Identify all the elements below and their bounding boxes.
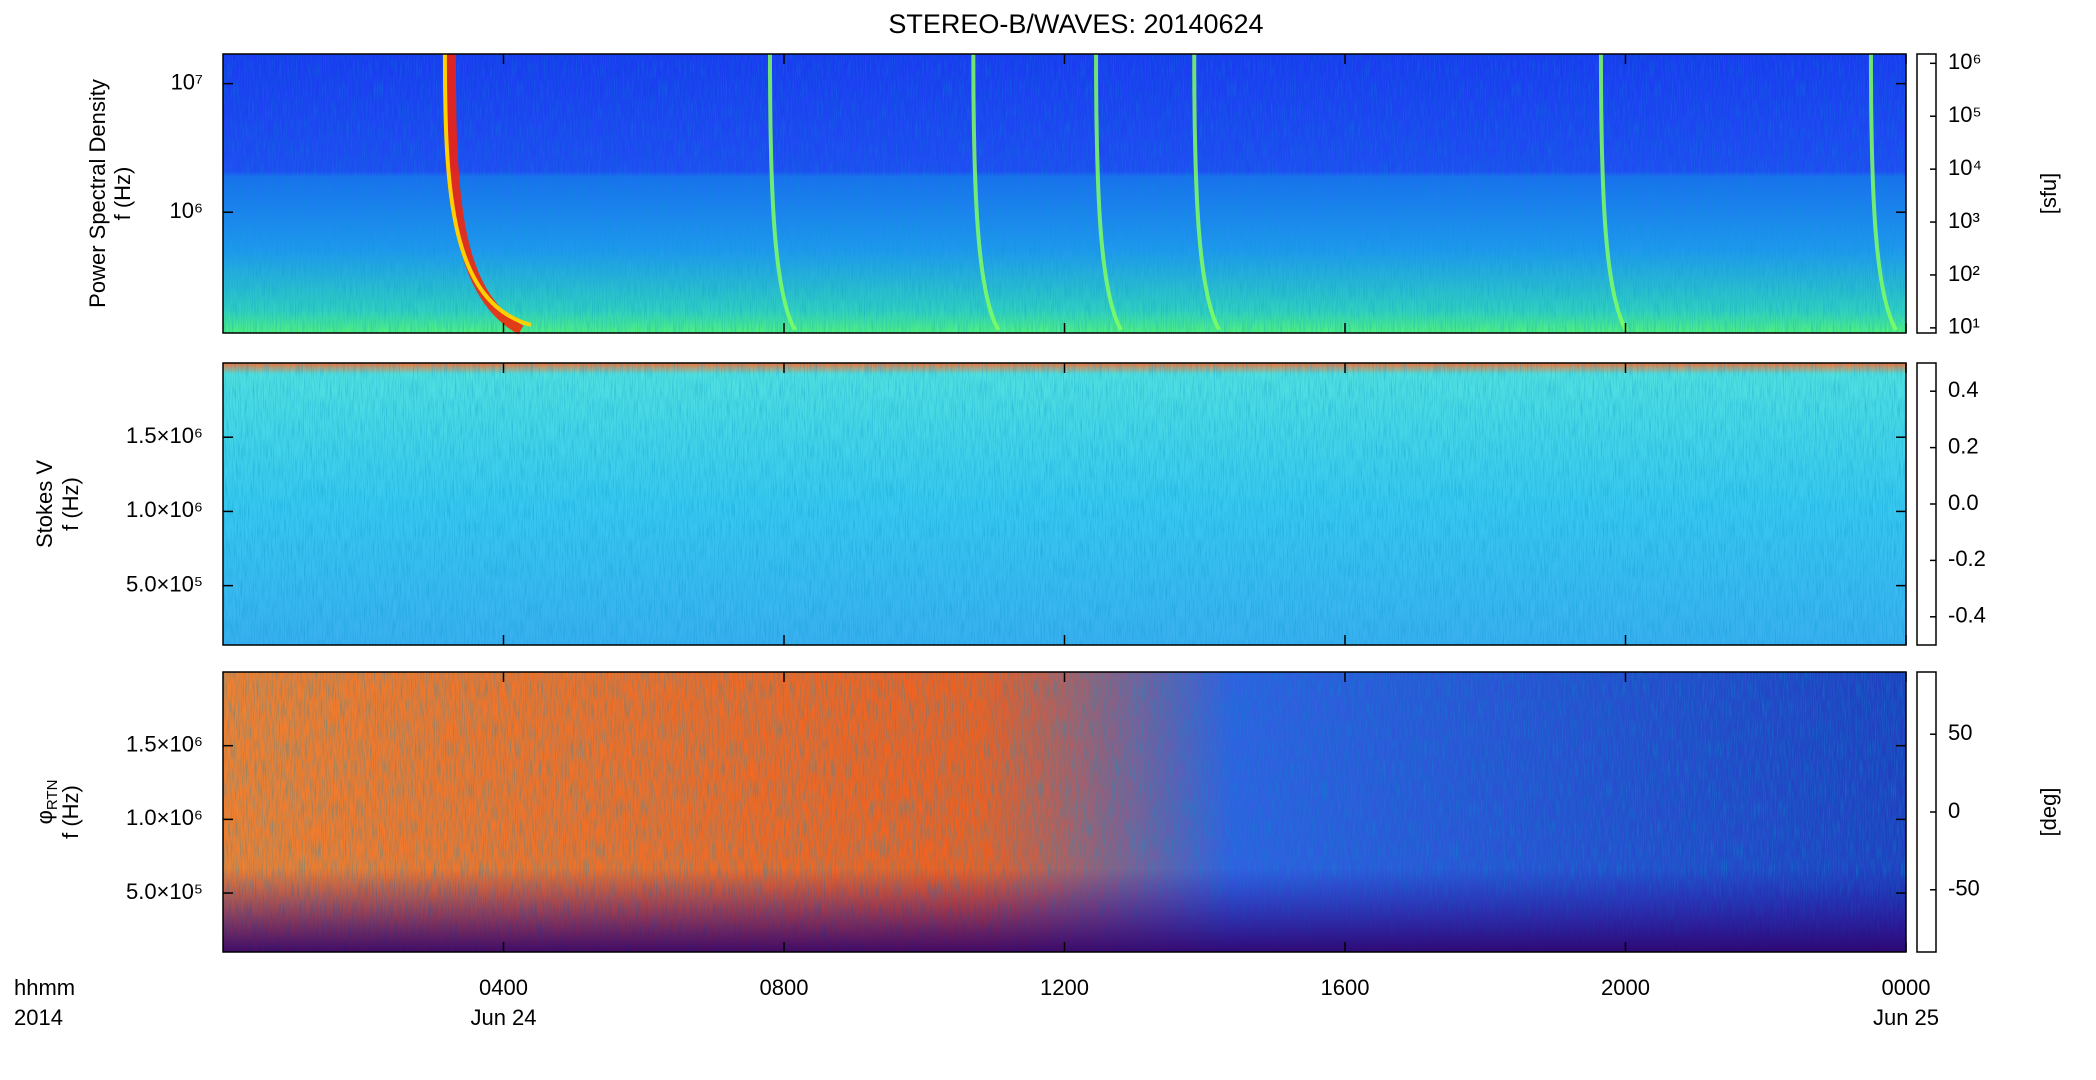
chart-title: STEREO-B/WAVES: 20140624 — [888, 9, 1263, 39]
x-tick-label: 1200 — [1040, 975, 1089, 1000]
burst — [1868, 53, 1898, 331]
colorbar-tick-label: 10⁶ — [1948, 49, 1982, 74]
colorbar-tick-label: 10² — [1948, 261, 1980, 286]
y-axis-symbol: φ — [32, 810, 57, 824]
x-axis-label: hhmm — [14, 975, 75, 1000]
colorbar-tick-label: 10⁵ — [1948, 102, 1982, 127]
colorbar-tick-label: 50 — [1948, 720, 1972, 745]
y-tick-label: 1.5×10⁶ — [126, 423, 203, 448]
y-axis-label: Power Spectral Density — [85, 79, 110, 308]
colorbar-tick-label: 10⁴ — [1948, 155, 1982, 180]
colorbar-tick-label: 0 — [1948, 798, 1960, 823]
colorbar — [1916, 53, 1937, 334]
colorbar-tick-label: 0.2 — [1948, 433, 1979, 458]
y-tick-label: 1.0×10⁶ — [126, 805, 203, 830]
x-tick-label: 1600 — [1321, 975, 1370, 1000]
burst — [971, 53, 1001, 331]
y-tick-label: 5.0×10⁵ — [126, 571, 203, 596]
colorbar-tick-label: 0.0 — [1948, 490, 1979, 515]
x-date-label: Jun 24 — [470, 1005, 536, 1030]
burst — [1094, 53, 1123, 331]
y-tick-label: 1.5×10⁶ — [126, 731, 203, 756]
y-axis-label: f (Hz) — [58, 785, 83, 839]
x-tick-label: 0800 — [760, 975, 809, 1000]
burst — [1192, 53, 1221, 331]
burst — [445, 53, 524, 335]
colorbar-label: [deg] — [2036, 788, 2061, 837]
burst — [442, 53, 532, 327]
colorbar-tick-label: 0.4 — [1948, 377, 1979, 402]
x-tick-label: 2000 — [1601, 975, 1650, 1000]
panel-backgrounds — [223, 54, 1906, 952]
y-axis-subscript: RTN — [44, 780, 61, 811]
colorbar-tick-label: -0.2 — [1948, 546, 1986, 571]
y-tick-label: 1.0×10⁶ — [126, 497, 203, 522]
x-tick-label: 0400 — [479, 975, 528, 1000]
colorbar-tick-label: 10¹ — [1948, 314, 1980, 339]
y-tick-label: 5.0×10⁵ — [126, 879, 203, 904]
colorbar-tick-label: 10³ — [1948, 208, 1980, 233]
burst — [1598, 53, 1628, 331]
x-tick-label: 0000 — [1882, 975, 1931, 1000]
colorbar-tick-label: -50 — [1948, 876, 1980, 901]
colorbar-tick-label: -0.4 — [1948, 603, 1986, 628]
y-tick-label: 10⁷ — [171, 69, 203, 94]
y-axis-label: φRTN — [32, 780, 61, 825]
y-axis-label: f (Hz) — [58, 477, 83, 531]
x-date-label: Jun 25 — [1873, 1005, 1939, 1030]
y-axis-label: Stokes V — [32, 460, 57, 548]
y-axis-label: f (Hz) — [110, 167, 135, 221]
colorbar-label: [sfu] — [2036, 173, 2061, 215]
y-tick-label: 10⁶ — [169, 198, 203, 223]
burst — [767, 53, 797, 331]
x-axis-label: 2014 — [14, 1005, 63, 1030]
